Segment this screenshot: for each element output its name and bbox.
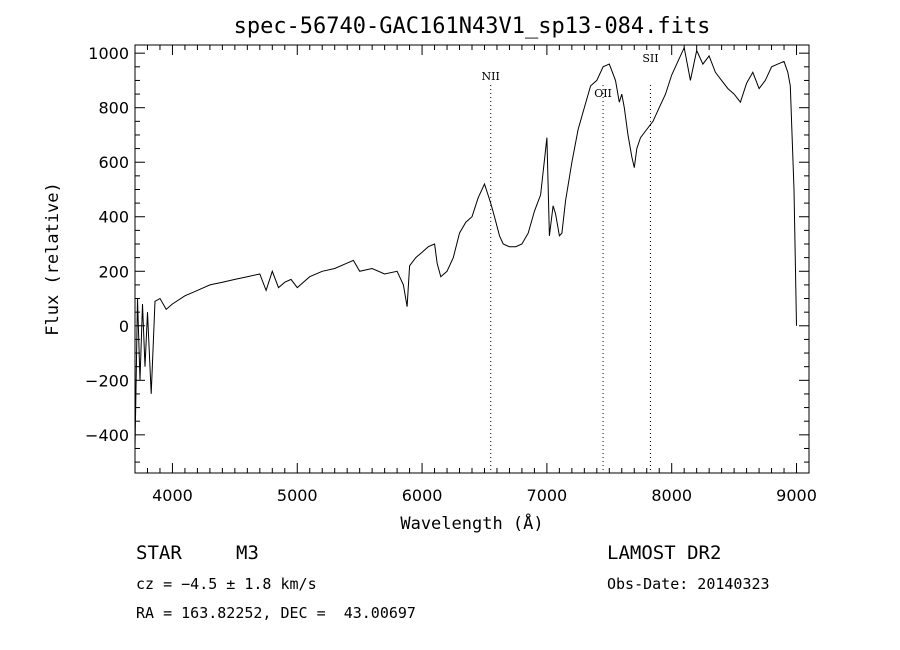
y-tick-label: 600 [98,153,129,172]
plot-frame [134,44,810,474]
velocity-readout: cz = −4.5 ± 1.8 km/s [136,575,317,593]
coordinates-readout: RA = 163.82252, DEC = 43.00697 [136,604,416,622]
x-tick-label: 8000 [651,486,692,505]
x-tick-label: 9000 [776,486,817,505]
x-tick-label: 4000 [152,486,193,505]
survey-name: LAMOST DR2 [607,542,722,564]
marker-label-sii: SII [642,52,658,65]
y-tick-label: −200 [85,371,129,390]
spectrum-line-0 [134,46,797,449]
y-tick-label: 400 [98,208,129,227]
x-tick-label: 6000 [402,486,443,505]
x-tick-label: 7000 [527,486,568,505]
chart-title: spec-56740-GAC161N43V1_sp13-084.fits [234,14,711,39]
x-axis-ticks: 4000 5000 6000 7000 8000 9000 [134,45,817,505]
x-axis-label: Wavelength (Å) [400,512,543,534]
y-tick-label: 200 [98,262,129,281]
observation-date: Obs-Date: 20140323 [607,575,770,593]
y-tick-label: 0 [119,317,129,336]
object-type: STAR [136,542,182,564]
y-axis-label: Flux (relative) [43,182,63,336]
y-tick-label: 1000 [88,44,129,63]
y-tick-label: −400 [85,426,129,445]
marker-label-oii: OII [594,87,612,100]
emission-line-markers: NII OII SII [482,52,659,473]
spectrum-series [134,46,797,449]
y-tick-label: 800 [98,99,129,118]
object-subclass: M3 [236,542,259,564]
y-axis-ticks: −400 −200 0 200 400 600 800 1000 [85,44,809,463]
marker-label-nii: NII [482,70,500,83]
x-tick-label: 5000 [277,486,318,505]
